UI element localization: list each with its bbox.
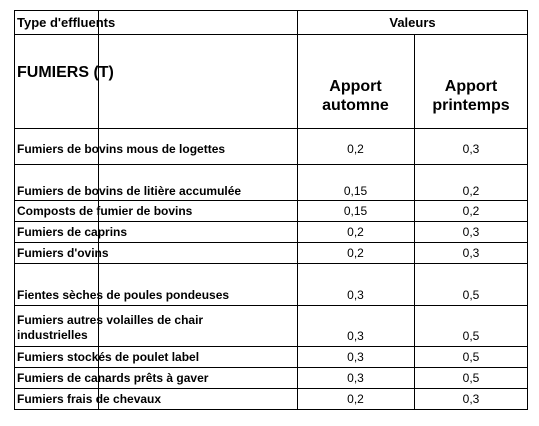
row-divider — [14, 346, 528, 347]
header-apport-autumn-line1: Apport — [329, 78, 382, 95]
row-label: Fientes sèches de poules pondeuses — [17, 288, 230, 302]
table-border-right — [527, 10, 528, 410]
row-autumn-value: 0,3 — [347, 350, 364, 364]
header-apport-spring: Apport printemps — [414, 77, 528, 115]
row-spring-value: 0,2 — [462, 204, 480, 218]
header-type: Type d'effluents — [17, 15, 116, 30]
row-autumn-value: 0,3 — [347, 371, 364, 385]
table-border-left — [14, 10, 15, 410]
header-apport-autumn-line2: automne — [322, 97, 389, 114]
row-label: Fumiers de caprins — [17, 225, 128, 239]
header-divider — [14, 34, 528, 35]
row-spring-value: 0,2 — [462, 184, 480, 198]
row-divider — [14, 200, 528, 201]
row-label: Fumiers stockés de poulet label — [17, 350, 200, 364]
row-divider — [14, 164, 528, 165]
row-autumn-value: 0,15 — [343, 184, 368, 198]
table-border-top — [14, 10, 528, 11]
header-apport-spring-line2: printemps — [432, 97, 510, 114]
row-label: Fumiers frais de chevaux — [17, 392, 162, 406]
column-divider — [98, 10, 99, 410]
row-autumn-value: 0,3 — [347, 288, 364, 302]
row-label: Fumiers de bovins de litière accumulée — [17, 184, 242, 198]
effluents-table: Type d'effluents Valeurs FUMIERS (T) App… — [14, 10, 528, 410]
row-autumn-value: 0,2 — [347, 392, 364, 406]
row-divider — [14, 242, 528, 243]
header-apport-spring-line1: Apport — [444, 78, 498, 95]
row-label: Composts de fumier de bovins — [17, 204, 193, 218]
row-label: Fumiers de bovins mous de logettes — [17, 142, 226, 156]
row-divider — [14, 388, 528, 389]
header-values: Valeurs — [389, 15, 436, 30]
row-spring-value: 0,5 — [462, 350, 480, 364]
table-border-bottom — [14, 409, 528, 410]
section-title: FUMIERS (T) — [17, 64, 114, 81]
row-divider — [14, 305, 528, 306]
row-spring-value: 0,3 — [462, 142, 480, 156]
row-autumn-value: 0,15 — [343, 204, 368, 218]
row-spring-value: 0,5 — [462, 288, 480, 302]
row-spring-value: 0,5 — [462, 371, 480, 385]
row-autumn-value: 0,2 — [347, 142, 364, 156]
row-divider — [14, 367, 528, 368]
row-divider — [14, 263, 528, 264]
header-apport-autumn: Apport automne — [297, 77, 414, 115]
row-spring-value: 0,5 — [462, 329, 480, 343]
row-autumn-value: 0,2 — [347, 246, 364, 260]
row-label: Fumiers d'ovins — [17, 246, 109, 260]
row-label: Fumiers de canards prêts à gaver — [17, 371, 209, 385]
column-divider — [297, 10, 298, 410]
row-label-continued: industrielles — [17, 328, 88, 342]
row-divider — [14, 221, 528, 222]
row-divider — [14, 128, 528, 129]
row-spring-value: 0,3 — [462, 246, 480, 260]
row-spring-value: 0,3 — [462, 392, 480, 406]
row-autumn-value: 0,3 — [347, 329, 364, 343]
row-spring-value: 0,3 — [462, 225, 480, 239]
row-label: Fumiers autres volailles de chair — [17, 313, 204, 327]
row-autumn-value: 0,2 — [347, 225, 364, 239]
column-divider — [414, 34, 415, 410]
